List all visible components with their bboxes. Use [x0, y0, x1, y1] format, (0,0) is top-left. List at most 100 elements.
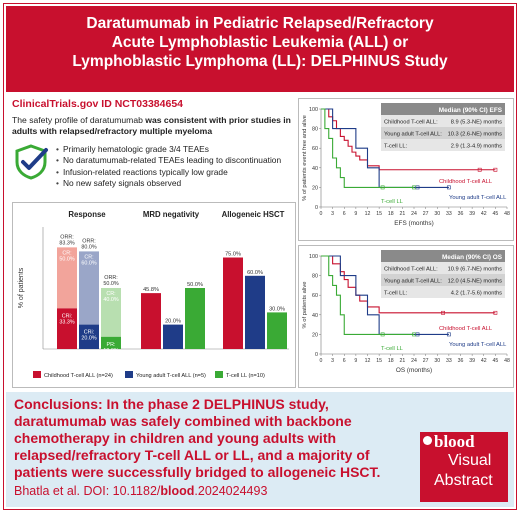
- x-tick-label: 42: [481, 358, 487, 364]
- x-tick-label: 48: [504, 211, 510, 217]
- page-title: Daratumumab in Pediatric Relapsed/Refrac…: [72, 15, 448, 70]
- bar-chart: % of patients Response MRD negativity Allog…: [18, 210, 289, 379]
- logo-word-blood: blood: [434, 432, 475, 451]
- x-tick-label: 9: [354, 211, 357, 217]
- visual-abstract: Daratumumab in Pediatric Relapsed/Refrac…: [3, 3, 517, 510]
- median-header-bg: [381, 103, 505, 115]
- summary-prefix: The safety profile of daratumumab: [12, 115, 146, 125]
- series-label: Young adult T-cell ALL: [449, 195, 507, 201]
- legend-swatch: [33, 371, 41, 378]
- check-shield-icon: [15, 144, 48, 180]
- data-label-hsct: 30.0%: [269, 306, 285, 312]
- y-tick-label: 0: [315, 352, 318, 358]
- group-label: Allogeneic HSCT: [222, 210, 285, 219]
- y-tick-label: 100: [309, 254, 318, 260]
- x-tick-label: 45: [492, 358, 498, 364]
- data-label-cri: CRi: 20.0%: [81, 330, 96, 342]
- x-axis-label: OS (months): [396, 367, 432, 374]
- series-label: Childhood T-cell ALL: [439, 179, 493, 185]
- median-row-bg: [381, 286, 505, 298]
- safety-bullets: Primarily hematologic grade 3/4 TEAEs No…: [56, 144, 296, 189]
- data-label-cri: PR: 10.0%: [103, 342, 118, 354]
- right-panel: 0 20 40 60 80 100 0 3 6 9 12 15 18 21 24 27 30 33 36 39 42 45…: [298, 98, 514, 388]
- bar-mrd: [141, 293, 161, 349]
- x-tick-label: 0: [320, 358, 323, 364]
- logo-word-visual: Visual: [448, 452, 492, 469]
- median-row-value: 12.0 (4.5-NE) months: [448, 279, 503, 285]
- safety-summary: The safety profile of daratumumab was co…: [12, 115, 294, 137]
- y-tick-label: 20: [312, 332, 318, 338]
- y-tick-label: 40: [312, 313, 318, 319]
- data-label-hsct: 60.0%: [247, 270, 263, 276]
- median-row-bg: [381, 262, 505, 274]
- bar-mrd: [185, 288, 205, 349]
- x-tick-label: 45: [492, 211, 498, 217]
- efs-panel: 0 20 40 60 80 100 0 3 6 9 12 15 18 21 24 27 30 33 36 39 42 45…: [298, 98, 514, 241]
- data-label-cri: CRi: 33.3%: [59, 313, 74, 325]
- bar-response-lower: [79, 324, 99, 349]
- data-label-cr: CR: 50.0%: [59, 250, 74, 262]
- x-tick-label: 3: [331, 358, 334, 364]
- bullet-item: Primarily hematologic grade 3/4 TEAEs: [56, 144, 296, 155]
- x-tick-label: 21: [399, 358, 405, 364]
- x-tick-label: 36: [458, 211, 464, 217]
- x-tick-label: 0: [320, 211, 323, 217]
- series-label: T-cell LL: [381, 346, 404, 352]
- x-tick-label: 12: [365, 358, 371, 364]
- series-label: Young adult T-cell ALL: [449, 342, 507, 348]
- x-tick-label: 18: [388, 358, 394, 364]
- median-row-bg: [381, 115, 505, 127]
- x-tick-label: 30: [434, 358, 440, 364]
- y-tick-label: 20: [312, 185, 318, 191]
- median-row-label: Childhood T-cell ALL:: [384, 120, 438, 126]
- x-tick-label: 21: [399, 211, 405, 217]
- citation-suffix: .2024024493: [194, 484, 268, 498]
- y-axis-label: % of patients event free and alive: [302, 115, 308, 201]
- median-row-value: 4.2 (1.7-5.6) months: [451, 291, 502, 297]
- median-header: Median (90% CI) OS: [442, 254, 503, 261]
- data-label-orr: ORR: 50.0%: [103, 275, 118, 287]
- x-tick-label: 6: [343, 358, 346, 364]
- x-tick-label: 3: [331, 211, 334, 217]
- data-label-cr: CR: 60.0%: [81, 254, 96, 266]
- data-label-orr: ORR: 83.3%: [59, 234, 74, 246]
- median-row-bg: [381, 139, 505, 151]
- censor-mark: [380, 185, 385, 190]
- median-row-label: Young adult T-cell ALL:: [384, 279, 442, 285]
- censor-mark: [412, 332, 416, 337]
- conclusion-body: In the phase 2 DELPHINUS study, daratumu…: [14, 396, 381, 480]
- x-tick-label: 33: [446, 358, 452, 364]
- censor-mark: [412, 185, 416, 190]
- trial-id: ClinicalTrials.gov ID NCT03384654: [12, 98, 183, 110]
- bar-mrd: [163, 324, 183, 349]
- censor-mark: [493, 167, 498, 172]
- km-curve-2: [321, 108, 414, 188]
- data-label-mrd: 50.0%: [187, 282, 203, 288]
- median-row-label: T-cell LL:: [384, 144, 407, 150]
- bar-response-upper: [79, 251, 99, 325]
- x-tick-label: 18: [388, 211, 394, 217]
- censor-mark: [380, 332, 385, 337]
- title-banner: Daratumumab in Pediatric Relapsed/Refrac…: [6, 6, 514, 92]
- bullet-item: No daratumumab-related TEAEs leading to …: [56, 155, 296, 166]
- os-panel: 0 20 40 60 80 100 0 3 6 9 12 15 18 21 24 27 30 33 36 39 42 45…: [298, 245, 514, 388]
- y-tick-label: 100: [309, 107, 318, 113]
- x-tick-label: 24: [411, 211, 417, 217]
- x-tick-label: 9: [354, 358, 357, 364]
- legend-swatch: [215, 371, 223, 378]
- citation-prefix: Bhatla et al. DOI: 10.1182/: [14, 484, 161, 498]
- x-tick-label: 27: [423, 358, 429, 364]
- bar-response-lower: [101, 336, 121, 349]
- summary-bold: was consistent with prior studies in adu…: [12, 115, 291, 136]
- logo-dot: [423, 436, 432, 445]
- censor-mark: [493, 310, 498, 315]
- x-tick-label: 6: [343, 211, 346, 217]
- median-row-label: Childhood T-cell ALL:: [384, 267, 438, 273]
- conclusion-heading: Conclusions:: [14, 396, 103, 412]
- censor-mark: [446, 332, 451, 337]
- conclusion-panel: Conclusions: In the phase 2 DELPHINUS st…: [6, 392, 514, 507]
- median-header-bg: [381, 250, 505, 262]
- bar-hsct: [245, 275, 265, 349]
- data-label-orr: ORR: 80.0%: [81, 238, 96, 250]
